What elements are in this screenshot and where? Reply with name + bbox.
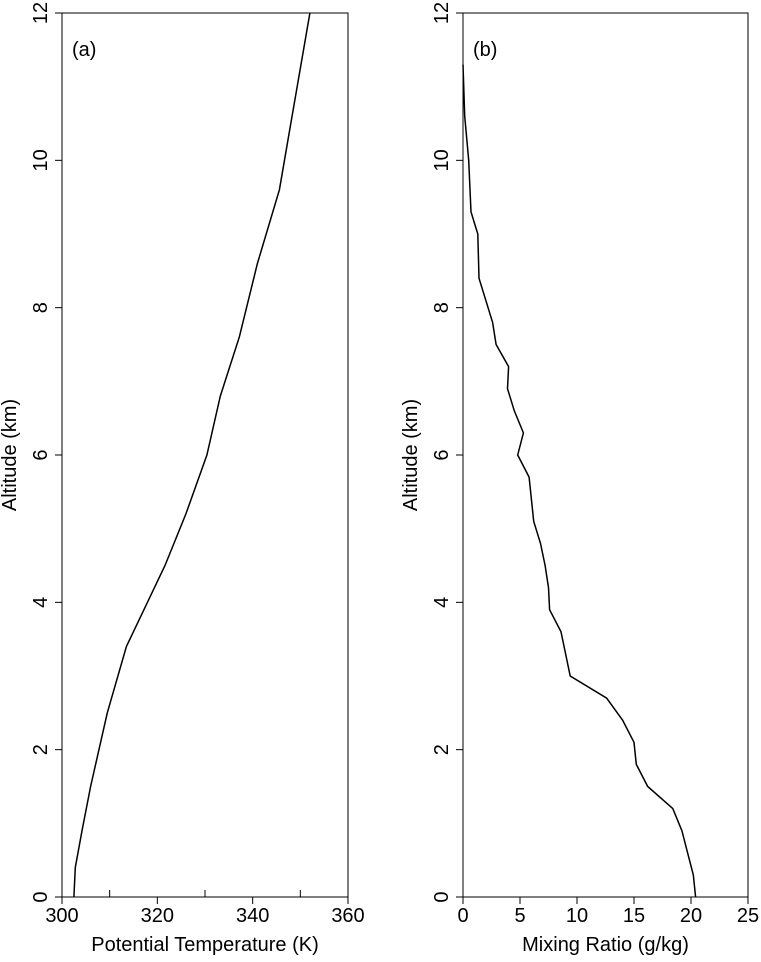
- y-tick-label: 12: [431, 2, 453, 24]
- x-tick-label: 10: [566, 905, 588, 927]
- y-tick-label: 0: [431, 891, 453, 902]
- x-tick-label: 300: [45, 905, 78, 927]
- y-tick-label: 4: [30, 597, 52, 608]
- x-axis-label: Potential Temperature (K): [91, 934, 319, 956]
- panel-label: (b): [473, 39, 497, 61]
- y-axis-label: Altitude (km): [0, 399, 21, 511]
- y-tick-label: 8: [431, 302, 453, 313]
- panel-label: (a): [72, 39, 96, 61]
- x-tick-label: 25: [737, 905, 759, 927]
- plot-frame: [462, 12, 749, 898]
- y-tick-label: 8: [30, 302, 52, 313]
- y-tick-label: 2: [30, 744, 52, 755]
- x-tick-label: 320: [141, 905, 174, 927]
- x-tick-label: 340: [236, 905, 269, 927]
- x-tick-label: 0: [457, 905, 468, 927]
- x-tick-label: 360: [331, 905, 364, 927]
- profile-line: [73, 12, 311, 898]
- x-tick-label: 20: [680, 905, 702, 927]
- y-tick-label: 6: [30, 449, 52, 460]
- y-tick-label: 2: [431, 744, 453, 755]
- plot-frame: [61, 12, 349, 898]
- y-tick-label: 10: [30, 149, 52, 171]
- y-tick-label: 0: [30, 891, 52, 902]
- y-tick-label: 12: [30, 2, 52, 24]
- y-axis-label: Altitude (km): [400, 399, 422, 511]
- profile-line: [462, 64, 697, 898]
- y-tick-label: 4: [431, 597, 453, 608]
- x-tick-label: 5: [514, 905, 525, 927]
- x-tick-label: 15: [623, 905, 645, 927]
- y-tick-label: 6: [431, 449, 453, 460]
- y-tick-label: 10: [431, 149, 453, 171]
- x-axis-label: Mixing Ratio (g/kg): [522, 934, 689, 956]
